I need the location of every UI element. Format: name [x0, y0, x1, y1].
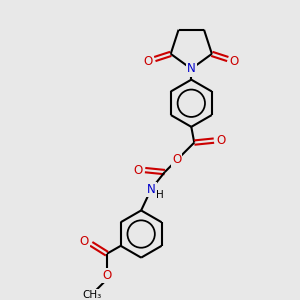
- Text: O: O: [172, 153, 181, 166]
- Text: O: O: [144, 55, 153, 68]
- Text: O: O: [230, 55, 239, 68]
- Text: H: H: [156, 190, 164, 200]
- Text: O: O: [216, 134, 225, 147]
- Text: N: N: [187, 62, 196, 75]
- Text: N: N: [147, 183, 155, 196]
- Text: CH₃: CH₃: [82, 290, 102, 300]
- Text: O: O: [134, 164, 143, 177]
- Text: O: O: [102, 269, 112, 282]
- Text: O: O: [80, 236, 89, 248]
